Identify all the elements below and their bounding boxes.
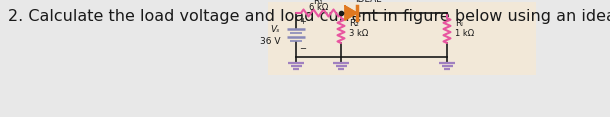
Polygon shape: [345, 6, 357, 20]
Text: +: +: [299, 16, 306, 26]
Text: 36 V: 36 V: [259, 38, 280, 46]
Text: Vₛ: Vₛ: [270, 26, 280, 35]
Bar: [268, 2, 536, 75]
Text: R₁: R₁: [314, 0, 323, 6]
Text: Rₗ: Rₗ: [455, 20, 463, 29]
Text: R₂: R₂: [349, 20, 359, 29]
Text: IDEAL: IDEAL: [355, 0, 381, 4]
Text: 6 kΩ: 6 kΩ: [309, 3, 328, 12]
Text: 2. Calculate the load voltage and load current in figure below using an ideal di: 2. Calculate the load voltage and load c…: [8, 9, 610, 24]
Text: −: −: [299, 44, 306, 53]
Text: 3 kΩ: 3 kΩ: [349, 29, 368, 38]
Text: 1 kΩ: 1 kΩ: [455, 29, 474, 38]
